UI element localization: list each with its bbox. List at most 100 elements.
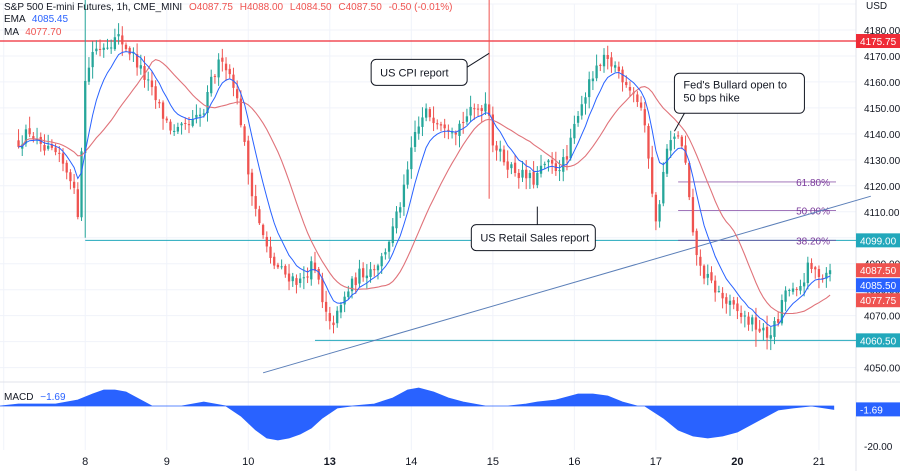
candle-body [265, 236, 268, 247]
annotations: US CPI report US Retail Sales report Fed's… [370, 52, 805, 252]
candle [643, 101, 646, 133]
candle [280, 259, 283, 270]
candle-body [121, 35, 124, 45]
candle [213, 73, 217, 84]
candle-body [76, 189, 79, 218]
candle [621, 66, 624, 92]
candle-body [510, 164, 513, 169]
candle-body [528, 173, 532, 179]
candle-body [324, 301, 328, 312]
candle [613, 61, 617, 73]
candle [80, 147, 83, 222]
candle-body [621, 69, 624, 83]
candle [69, 169, 72, 190]
macd-legend: MACD −1.69 [4, 392, 66, 404]
candle [717, 285, 721, 293]
candle [269, 236, 272, 264]
candle [102, 43, 105, 58]
candle-body [154, 86, 157, 101]
candle [406, 161, 409, 189]
candle-body [254, 196, 257, 209]
candle [539, 154, 543, 178]
callout-text-line: Fed's Bullard open to [683, 79, 787, 91]
candle [773, 317, 776, 345]
candle [791, 282, 795, 295]
candle [432, 106, 435, 132]
candle [424, 103, 428, 122]
candle-body [98, 48, 102, 50]
candle [510, 162, 513, 175]
moving-averages [18, 51, 831, 328]
candle [780, 294, 784, 326]
candle-body [806, 262, 809, 283]
candle-body [280, 266, 283, 268]
time-tick-label: 16 [568, 456, 580, 468]
candle-body [721, 292, 724, 299]
candle-body [558, 170, 561, 172]
candle [376, 263, 380, 280]
candle [84, 0, 87, 238]
candle [35, 127, 39, 145]
candle-body [462, 121, 465, 123]
candle-body [328, 313, 331, 322]
candle-body [61, 153, 65, 164]
candle [210, 69, 213, 97]
candle [591, 71, 595, 91]
candle-body [532, 171, 535, 185]
candle [525, 160, 528, 190]
candle-body [402, 184, 406, 207]
candle [158, 99, 161, 109]
candle-body [651, 157, 654, 194]
candle [758, 319, 761, 333]
candle-body [332, 322, 335, 326]
candle-body [432, 117, 435, 124]
candle-body [54, 147, 57, 153]
support-upper-tag-bg [856, 233, 900, 248]
candle [250, 168, 254, 206]
candle [487, 0, 491, 199]
candle [365, 264, 369, 289]
candle-body [654, 194, 658, 222]
candle-body [765, 326, 769, 338]
candle-body [747, 316, 750, 325]
candle [651, 145, 654, 198]
candle-body [317, 268, 320, 280]
symbol-header: S&P 500 E-mini Futures, 1h, CME_MINI O40… [4, 2, 452, 14]
price-tick-label: 4110.00 [864, 208, 900, 219]
candle-body [573, 123, 576, 139]
candle-body [469, 106, 472, 116]
candle-body [284, 265, 287, 275]
candle [384, 248, 387, 260]
candle-body [191, 118, 194, 126]
candle-body [539, 165, 543, 174]
candle [439, 121, 443, 132]
candle-body [684, 145, 687, 163]
candle-body [439, 124, 443, 126]
candle-body [169, 121, 172, 131]
candle-body [243, 126, 246, 142]
price-tick-label: 4150.00 [864, 104, 900, 115]
candle-body [784, 290, 787, 302]
candle [184, 117, 187, 130]
candle [436, 119, 439, 130]
time-tick-label: 8 [82, 456, 88, 468]
candle-body [595, 65, 598, 79]
candle [110, 39, 113, 54]
candle-body [395, 211, 398, 229]
candle [443, 118, 446, 139]
candle [828, 263, 832, 282]
fib-label: 61.80% [796, 178, 830, 189]
candle-body [828, 270, 832, 275]
candle [617, 61, 620, 79]
candle-body [302, 277, 306, 279]
candle [17, 129, 20, 149]
candle [28, 116, 31, 138]
candle [595, 54, 598, 82]
candle [765, 315, 769, 350]
candle-body [517, 172, 520, 179]
candle-body [206, 91, 209, 114]
candle [799, 279, 802, 295]
candle-body [128, 47, 131, 55]
candle-body [399, 207, 402, 213]
candle-body [591, 78, 595, 82]
